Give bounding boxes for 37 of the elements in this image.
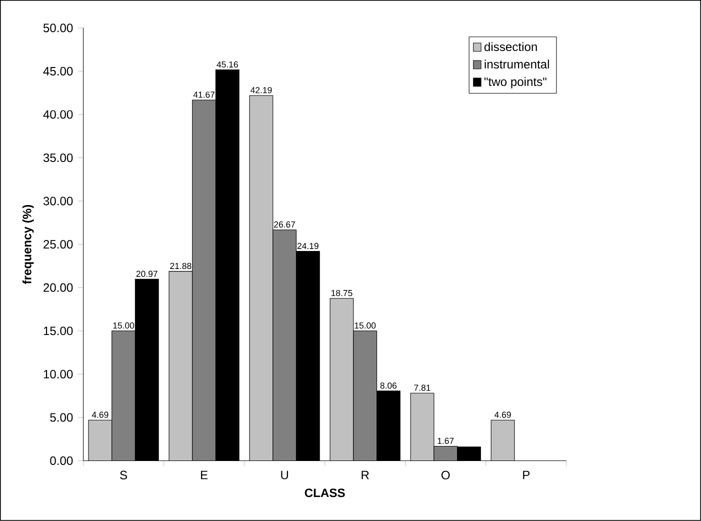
y-tick-label: 30.00 [43,196,73,206]
data-label: 45.16 [216,61,238,68]
data-label: 18.75 [332,290,352,296]
data-label: 21.88 [170,262,192,270]
x-tick-label: S [120,470,128,480]
x-tick-label: U [281,470,288,480]
data-label: 41.67 [193,92,215,98]
y-tick-label: 20.00 [44,283,73,292]
y-tick-label: 5.00 [50,413,73,422]
y-tick-label: 10.00 [44,370,73,379]
x-tick-label: E [201,470,208,480]
x-axis-title: CLASS [304,488,345,498]
data-label: 20.97 [136,270,158,277]
legend-label: dissection [484,42,537,52]
data-label: 42.19 [250,87,272,94]
y-tick-label: 50.00 [43,24,73,32]
y-tick-label: 0.00 [50,456,73,466]
y-tick-label: 25.00 [44,240,73,249]
legend-label: instrumental [484,60,549,69]
x-tick-label: P [523,470,530,480]
y-axis-title: frequency (%) [22,205,34,284]
data-label: 15.00 [113,322,134,329]
data-label: 15.00 [354,322,376,329]
data-label: 4.69 [494,412,511,418]
y-tick-label: 35.00 [43,154,73,162]
data-label: 24.19 [297,242,318,250]
legend-label: "two points" [484,77,546,88]
data-label: 4.69 [92,412,108,418]
data-label: 8.06 [380,382,397,389]
data-label: 26.67 [274,221,296,228]
y-tick-label: 40.00 [43,110,73,119]
x-tick-label: R [362,470,369,480]
y-tick-label: 15.00 [44,326,73,336]
data-label: 1.67 [438,438,454,444]
data-label: 7.81 [414,384,430,391]
x-tick-label: O [441,470,450,480]
y-tick-label: 45.00 [43,66,73,76]
